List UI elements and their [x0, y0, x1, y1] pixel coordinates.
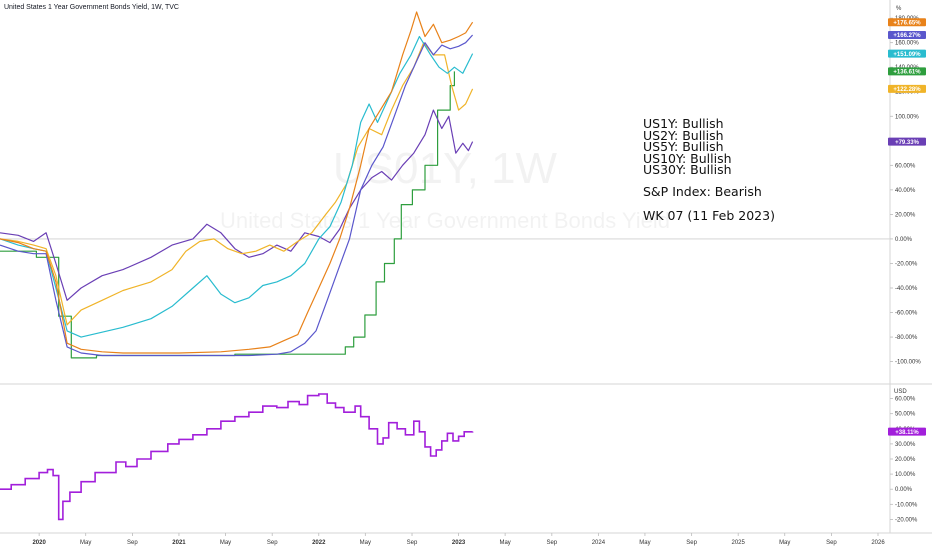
annotation-us1y: US1Y: Bullish	[643, 116, 724, 131]
y-tick-label: 20.00%	[895, 212, 916, 218]
y-tick-label: 60.00%	[895, 163, 916, 169]
x-tick-label: 2021	[172, 540, 186, 546]
y-tick-label: -40.00%	[895, 286, 918, 292]
y-tick-label: -60.00%	[895, 311, 918, 317]
yield-series-1-tag-label: +79.33%	[895, 140, 920, 146]
x-tick-label: Sep	[127, 540, 138, 546]
time-axis: 2020 May Sep 2021 May Sep 2022 May Sep 2023 May Sep…	[32, 533, 885, 546]
annotation-week: WK 07 (11 Feb 2023)	[643, 208, 775, 223]
yield-series-3-tag-bg	[888, 49, 926, 58]
yield-series-4-tag-bg	[888, 30, 926, 39]
top-axis-unit: %	[896, 6, 902, 12]
yield-series-3-tag-label: +151.09%	[893, 52, 921, 58]
analysis-annotations: US1Y: Bullish US2Y: Bullish US5Y: Bullis…	[643, 116, 775, 223]
y-tick-label: -100.00%	[895, 360, 921, 366]
x-tick-label: Sep	[407, 540, 418, 546]
yield-series-2-tag-bg	[888, 84, 926, 93]
annotation-us5y: US5Y: Bullish	[643, 139, 724, 154]
x-tick-label: May	[360, 540, 371, 546]
sp-index-0-tag-label: +38.11%	[895, 430, 919, 436]
x-tick-label: Sep	[267, 540, 278, 546]
sp-index-0-tag-bg	[888, 427, 926, 436]
y-tick-label: 30.00%	[895, 442, 916, 448]
x-tick-label: May	[499, 540, 510, 546]
yield-series-0-tag-bg	[888, 67, 926, 76]
x-tick-label: 2022	[312, 540, 326, 546]
annotation-us10y: US10Y: Bullish	[643, 151, 732, 166]
watermark-symbol: US01Y, 1W	[333, 144, 558, 193]
x-tick-label: Sep	[826, 540, 837, 546]
y-tick-label: -20.00%	[895, 517, 918, 523]
y-tick-label: 100.00%	[895, 114, 919, 120]
yield-last-value-tags: +136.61% +79.33% +122.28% +151.09% +166.27% +…	[888, 18, 926, 146]
yield-series-line-5	[0, 11, 474, 354]
y-tick-label: -80.00%	[895, 335, 918, 341]
x-tick-label: Sep	[546, 540, 557, 546]
watermark-name: United States 1 Year Government Bonds Yi…	[220, 208, 670, 233]
yield-series-0-tag-label: +136.61%	[893, 70, 921, 76]
annotation-sp-index: S&P Index: Bearish	[643, 184, 762, 199]
yield-series-2-tag-label: +122.28%	[893, 87, 921, 93]
yield-series-line-4	[0, 34, 474, 357]
yield-series-group	[0, 11, 474, 359]
annotation-us2y: US2Y: Bullish	[643, 128, 724, 143]
bottom-price-axis: -20.00%-10.00%0.00%10.00%20.00%30.00%40.…	[890, 397, 918, 523]
y-tick-label: -20.00%	[895, 261, 918, 267]
x-tick-label: 2026	[871, 540, 885, 546]
x-tick-label: 2020	[32, 540, 46, 546]
sp-index-line-0	[0, 393, 474, 521]
x-tick-label: May	[220, 540, 231, 546]
y-tick-label: -10.00%	[895, 502, 918, 508]
y-tick-label: 160.00%	[895, 41, 919, 47]
y-tick-label: 0.00%	[895, 237, 913, 243]
y-tick-label: 50.00%	[895, 412, 916, 418]
yield-series-line-0	[0, 71, 455, 359]
sp-index-series-group	[0, 393, 474, 521]
x-tick-label: May	[779, 540, 790, 546]
yield-series-line-3	[0, 35, 474, 338]
x-tick-label: May	[639, 540, 650, 546]
x-tick-label: 2024	[592, 540, 606, 546]
bottom-axis-unit: USD	[894, 389, 907, 395]
x-tick-label: Sep	[686, 540, 697, 546]
annotation-us30y: US30Y: Bullish	[643, 162, 732, 177]
x-tick-label: 2023	[452, 540, 466, 546]
yield-series-4-tag-label: +166.27%	[893, 33, 921, 39]
y-tick-label: 20.00%	[895, 457, 916, 463]
yield-series-5-tag-label: +176.65%	[893, 20, 921, 26]
y-tick-label: 60.00%	[895, 397, 916, 403]
y-tick-label: 0.00%	[895, 487, 913, 493]
x-tick-label: May	[80, 540, 91, 546]
y-tick-label: 10.00%	[895, 472, 916, 478]
yield-series-5-tag-bg	[888, 18, 926, 27]
x-tick-label: 2025	[732, 540, 746, 546]
y-tick-label: 40.00%	[895, 188, 916, 194]
chart-title: United States 1 Year Government Bonds Yi…	[4, 4, 179, 11]
sp-last-value-tags: +38.11%	[888, 427, 926, 436]
yield-series-1-tag-bg	[888, 137, 926, 146]
